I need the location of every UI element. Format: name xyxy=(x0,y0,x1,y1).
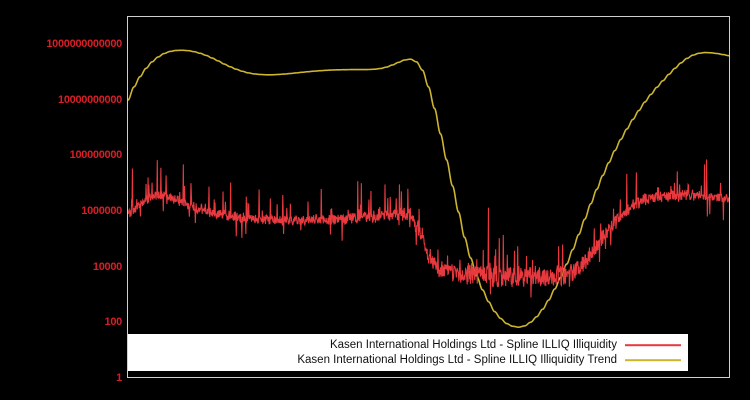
plot-clip xyxy=(128,17,729,377)
series-canvas xyxy=(128,49,729,328)
y-tick-label: 100 xyxy=(104,316,123,329)
y-tick-label: 1000000 xyxy=(81,204,122,217)
y-tick-label: 1 xyxy=(116,372,122,384)
legend-line-swatch xyxy=(625,340,681,351)
y-axis: 1 100 10000 1000000 100000000 10000000000 1000… xyxy=(0,16,123,384)
y-tick-label: 10000000000 xyxy=(58,93,122,106)
legend-label: Kasen International Holdings Ltd - Splin… xyxy=(329,338,617,351)
chart-legend: Kasen International Holdings Ltd - Splin… xyxy=(128,334,688,371)
series-line-trend xyxy=(128,49,729,328)
y-tick-label: 100000000 xyxy=(69,149,123,162)
legend-label: Kasen International Holdings Ltd - Splin… xyxy=(297,353,617,366)
legend-item[interactable]: Kasen International Holdings Ltd - Splin… xyxy=(129,338,681,353)
legend-line-swatch xyxy=(625,355,681,366)
y-tick-label: 10000 xyxy=(92,260,122,273)
legend-item[interactable]: Kasen International Holdings Ltd - Splin… xyxy=(129,353,681,368)
y-tick-label: 1000000000000 xyxy=(46,37,122,50)
series-line-illiquidity xyxy=(128,159,729,298)
plot-area xyxy=(127,16,730,378)
